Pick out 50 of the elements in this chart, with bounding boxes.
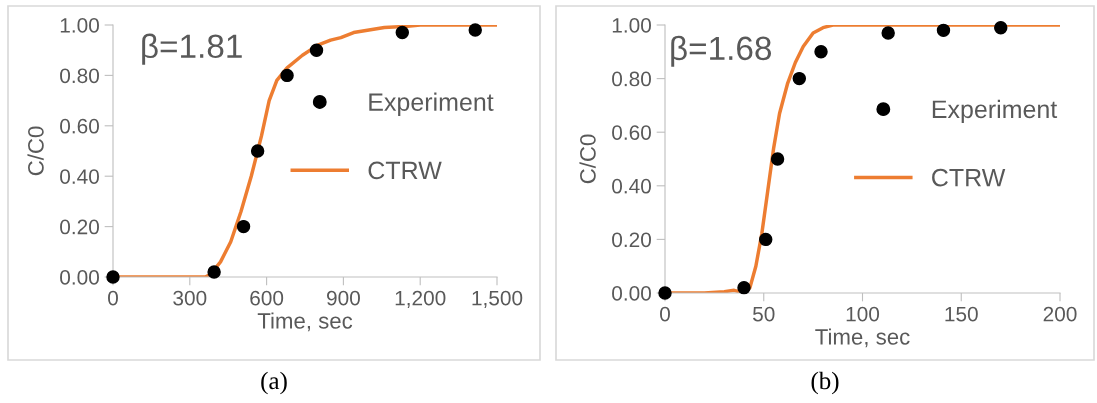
y-tick-label: 0.20 xyxy=(612,232,651,248)
y-tick-label: 0.40 xyxy=(60,169,99,184)
y-axis-title: C/C0 xyxy=(27,126,44,176)
legend-label: CTRW xyxy=(368,161,442,180)
point xyxy=(309,43,324,57)
x-tick-label: 600 xyxy=(250,290,284,306)
annotation: β=1.81 xyxy=(142,33,242,65)
point xyxy=(936,23,951,38)
x-tick-label: 900 xyxy=(327,290,360,306)
x-tick-label: 1,200 xyxy=(395,290,446,308)
y-tick-label: 0.00 xyxy=(612,286,651,301)
point xyxy=(468,23,482,37)
y-tick-label: 1.00 xyxy=(612,18,651,33)
point xyxy=(881,26,895,40)
y-tick-label: 0.60 xyxy=(60,118,99,134)
legend-label: CTRW xyxy=(932,168,1006,187)
y-tick-label: 0.20 xyxy=(60,219,99,235)
y-tick-label: 0.80 xyxy=(60,68,99,84)
point xyxy=(236,219,251,234)
point xyxy=(792,71,807,86)
x-axis-title: Time, sec xyxy=(815,328,910,348)
x-tick-label: 50 xyxy=(753,306,775,322)
y-tick-label: 0.40 xyxy=(612,178,651,194)
y-tick-label: 0.80 xyxy=(612,71,651,87)
x-tick-label: 150 xyxy=(945,306,978,322)
text: (a) xyxy=(261,371,287,395)
y-tick-label: 1.00 xyxy=(60,18,99,33)
legend-label: Experiment xyxy=(932,99,1058,124)
point xyxy=(280,68,294,83)
point xyxy=(770,152,785,166)
x-tick-label: 1,500 xyxy=(472,290,523,308)
x-tick-label: 0 xyxy=(108,290,118,306)
point xyxy=(994,20,1008,35)
text: (b) xyxy=(811,371,839,395)
x-axis-title: Time, sec xyxy=(257,312,353,332)
x-tick-label: 0 xyxy=(660,306,670,322)
y-axis-title: C/C0 xyxy=(579,134,596,184)
annotation: β=1.68 xyxy=(671,35,772,67)
point xyxy=(737,280,751,295)
point xyxy=(759,232,773,247)
x-tick-label: 300 xyxy=(173,290,207,306)
y-tick-label: 0.00 xyxy=(60,270,99,285)
x-tick-label: 100 xyxy=(846,306,880,322)
point xyxy=(250,144,265,158)
point xyxy=(395,25,409,40)
point xyxy=(207,265,221,279)
legend-label: Experiment xyxy=(369,92,494,116)
point xyxy=(814,45,828,59)
x-tick-label: 200 xyxy=(1043,306,1077,322)
y-tick-label: 0.60 xyxy=(612,125,651,140)
